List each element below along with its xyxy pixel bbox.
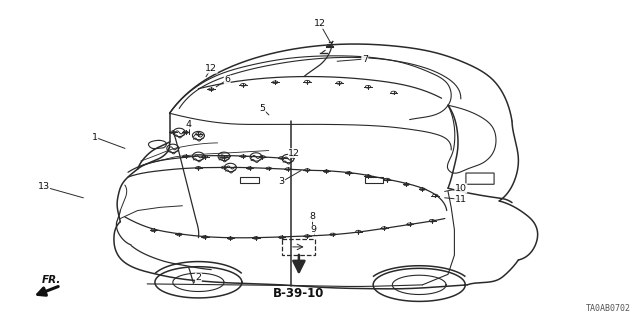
Text: 7: 7: [362, 55, 368, 63]
Text: FR.: FR.: [42, 275, 61, 285]
Text: 3: 3: [278, 177, 285, 186]
Text: 13: 13: [38, 182, 49, 191]
Text: 9: 9: [310, 225, 317, 234]
Text: 4: 4: [186, 120, 192, 129]
Text: 1: 1: [92, 133, 98, 142]
Text: 12: 12: [314, 19, 326, 28]
Text: 10: 10: [455, 184, 467, 193]
Text: B-39-10: B-39-10: [273, 287, 324, 300]
Text: 2: 2: [195, 273, 202, 282]
Bar: [282, 239, 315, 255]
Text: TA0AB0702: TA0AB0702: [586, 304, 630, 313]
Text: 12: 12: [205, 64, 217, 73]
Text: 6: 6: [224, 75, 230, 84]
Text: 11: 11: [455, 195, 467, 204]
Text: 5: 5: [259, 104, 266, 113]
Text: 8: 8: [309, 212, 316, 221]
Text: 12: 12: [289, 149, 300, 158]
